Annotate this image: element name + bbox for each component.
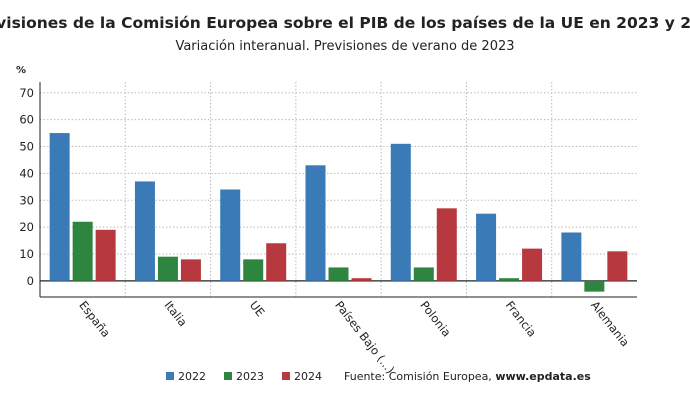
- bar: [561, 232, 582, 281]
- bar: [351, 278, 372, 281]
- legend-swatch: [166, 372, 174, 380]
- y-tick-label: 50: [19, 140, 34, 154]
- bar: [157, 256, 178, 281]
- legend-label: 2023: [236, 370, 264, 383]
- y-tick-label: 0: [27, 274, 34, 288]
- legend-label: 2022: [178, 370, 206, 383]
- legend-label: 2024: [294, 370, 322, 383]
- bar: [243, 259, 264, 281]
- bar: [49, 133, 70, 281]
- chart-subtitle: Variación interanual. Previsiones de ver…: [175, 39, 514, 54]
- bar: [305, 165, 326, 281]
- y-tick-label: 70: [19, 86, 34, 100]
- bar: [607, 251, 628, 281]
- x-tick-label: Italia: [162, 298, 191, 329]
- x-tick-label: España: [76, 298, 113, 340]
- source-link: www.epdata.es: [495, 370, 591, 383]
- bar: [476, 213, 497, 281]
- x-tick-label: Países Bajo (...): [332, 298, 397, 376]
- y-tick-label: 20: [19, 220, 34, 234]
- y-tick-label: 30: [19, 193, 34, 207]
- bar: [328, 267, 349, 281]
- bar: [522, 248, 543, 281]
- bar: [220, 189, 241, 281]
- y-tick-label: 60: [19, 113, 34, 127]
- legend-swatch: [282, 372, 290, 380]
- source-text: Fuente: Comisión Europea,: [344, 370, 492, 383]
- bar: [499, 278, 520, 281]
- x-tick-label: UE: [247, 298, 268, 319]
- x-tick-label: Alemania: [588, 298, 632, 349]
- source: Fuente: Comisión Europea, www.epdata.es: [344, 370, 591, 383]
- legend-swatch: [224, 372, 232, 380]
- bar: [584, 280, 605, 292]
- bar: [72, 221, 93, 281]
- bar: [134, 181, 155, 281]
- y-tick-label: 40: [19, 166, 34, 180]
- bar: [390, 143, 411, 281]
- bar: [413, 267, 434, 281]
- y-tick-label: 10: [19, 247, 34, 261]
- x-tick-label: Francia: [503, 298, 540, 339]
- x-tick-label: Polonia: [417, 298, 453, 339]
- bar: [95, 229, 116, 281]
- bar: [266, 243, 287, 281]
- y-axis-label: %: [16, 65, 26, 76]
- bar: [180, 259, 201, 281]
- bar: [436, 208, 457, 281]
- chart-title: Previsiones de la Comisión Europea sobre…: [0, 14, 690, 32]
